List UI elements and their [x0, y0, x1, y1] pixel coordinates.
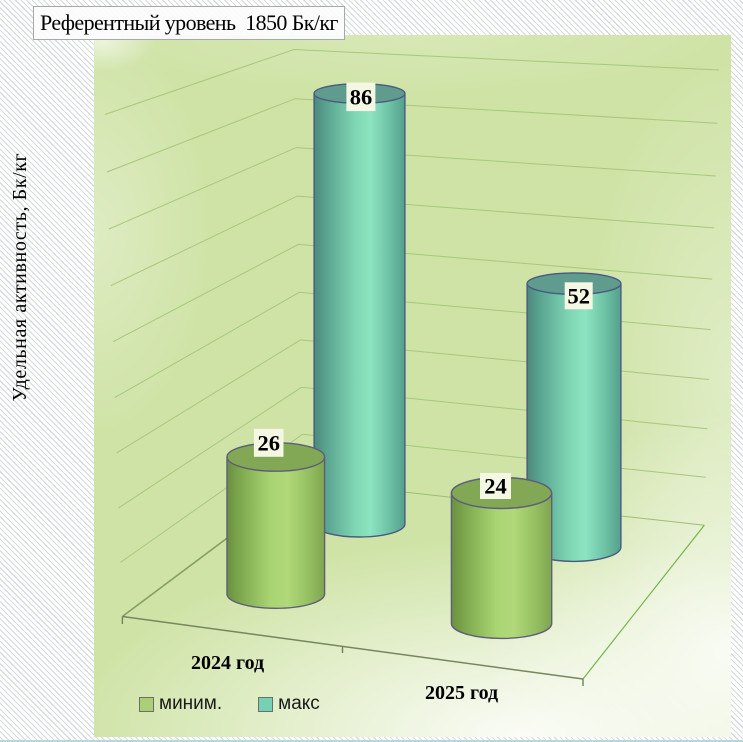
svg-text:52: 52: [567, 284, 590, 309]
svg-text:24: 24: [484, 474, 507, 499]
svg-text:86: 86: [350, 85, 373, 110]
svg-text:26: 26: [257, 431, 280, 456]
